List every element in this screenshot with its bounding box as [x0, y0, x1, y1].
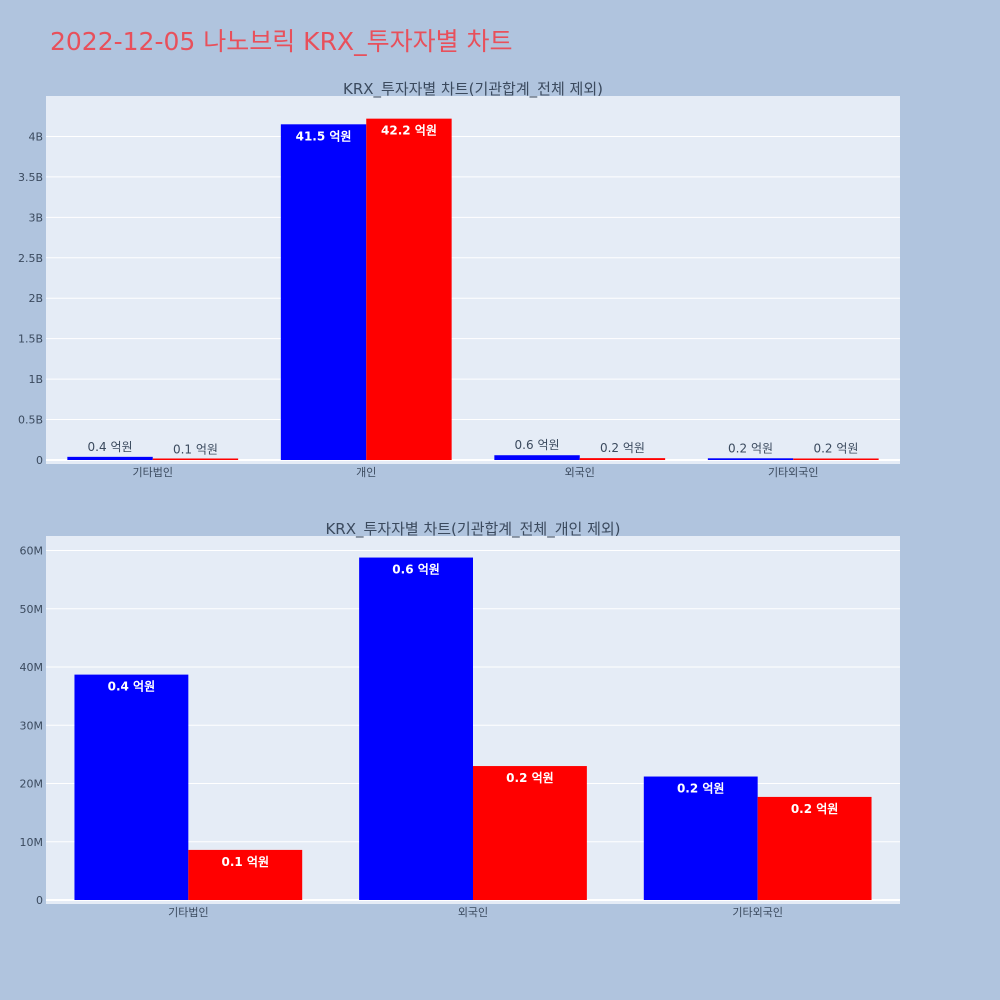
chart1-y-tick-label: 3.5B [18, 171, 43, 184]
chart2-y-tick-label: 40M [20, 661, 44, 674]
chart1-y-tick-label: 0 [36, 454, 43, 467]
chart2-bar [74, 674, 189, 900]
chart1-bar-label: 0.4 억원 [88, 440, 133, 454]
chart2-bar-label: 0.2 억원 [791, 802, 839, 816]
chart1-bar [152, 458, 239, 460]
chart2-x-tick-label: 외국인 [458, 906, 488, 919]
chart2-bar-label: 0.6 억원 [392, 563, 440, 577]
chart1-x-tick-label: 기타법인 [133, 466, 173, 479]
chart2-bar-label: 0.2 억원 [677, 782, 725, 796]
chart1-x-tick-label: 기타외국인 [768, 466, 819, 479]
chart2-x-tick-label: 기타외국인 [732, 906, 783, 919]
chart1-plot-background [46, 96, 900, 464]
chart2-y-tick-label: 60M [20, 545, 44, 558]
chart1-x-tick-label: 개인 [356, 466, 376, 479]
chart2-y-tick-label: 30M [20, 719, 44, 732]
chart1-bar-label: 41.5 억원 [296, 129, 352, 143]
chart2-bar [359, 557, 473, 900]
chart1-y-tick-label: 3B [28, 211, 43, 224]
chart2-bar [188, 849, 303, 900]
chart2-y-tick-label: 20M [20, 778, 44, 791]
chart2-bar [643, 776, 758, 900]
chart1-bar-label: 0.6 억원 [515, 438, 560, 452]
chart1-bar [579, 458, 666, 460]
chart2-x-tick-label: 기타법인 [168, 906, 208, 919]
chart1-bar-label: 0.2 억원 [728, 441, 773, 455]
chart1-y-tick-label: 1B [28, 373, 43, 386]
chart1-bar [67, 456, 153, 460]
chart1-bar-label: 0.2 억원 [813, 442, 858, 456]
chart2-bar-label: 0.2 억원 [506, 771, 554, 785]
chart2-bar-label: 0.4 억원 [108, 680, 156, 694]
chart2-bar-label: 0.1 억원 [222, 855, 270, 869]
chart1-bar [707, 458, 794, 460]
chart2-title: KRX_투자자별 차트(기관합계_전체_개인 제외) [325, 520, 620, 539]
chart2-y-tick-label: 0 [36, 894, 43, 907]
chart2-y-tick-label: 10M [20, 836, 44, 849]
chart2-y-tick-label: 50M [20, 603, 44, 616]
chart1-y-tick-label: 4B [28, 130, 43, 143]
chart1-y-tick-label: 2.5B [18, 252, 43, 265]
chart1-y-tick-label: 2B [28, 292, 43, 305]
chart1-bar [494, 455, 580, 460]
chart1-bar-label: 42.2 억원 [381, 124, 437, 138]
chart1-bar [793, 458, 879, 460]
chart1-bar-label: 0.1 억원 [173, 442, 218, 456]
chart1-y-tick-label: 0.5B [18, 414, 43, 427]
chart2-bar [757, 796, 872, 900]
chart1-bar [280, 124, 367, 461]
page-title: 2022-12-05 나노브릭 KRX_투자자별 차트 [50, 27, 513, 56]
chart1-y-tick-label: 1.5B [18, 333, 43, 346]
chart1-bar-label: 0.2 억원 [600, 441, 645, 455]
chart2-bar [473, 766, 587, 900]
chart1-title: KRX_투자자별 차트(기관합계_전체 제외) [343, 80, 603, 99]
chart1-bar [366, 118, 452, 460]
chart1-x-tick-label: 외국인 [565, 466, 595, 479]
